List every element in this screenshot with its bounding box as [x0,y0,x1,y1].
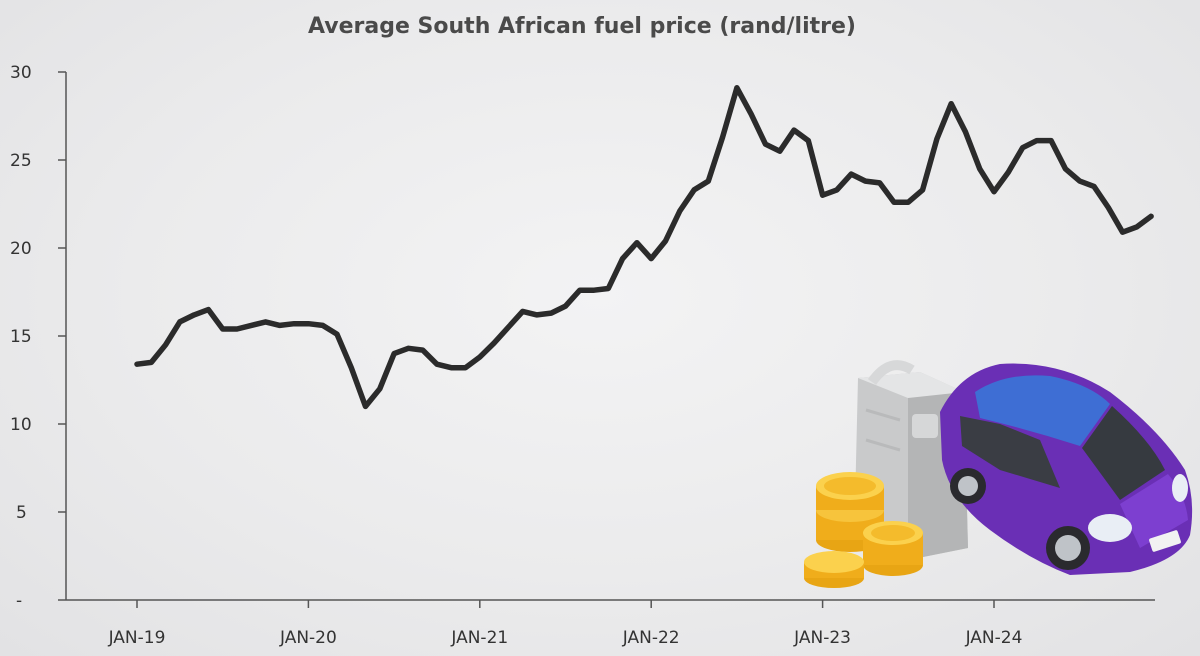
y-tick-label: - [16,591,22,611]
x-tick-label: JAN-21 [450,628,508,648]
fuel-illustration [804,360,1193,588]
x-tick-label: JAN-20 [279,628,337,648]
y-axis-ticks: - 5 10 15 20 25 30 [10,63,66,611]
x-tick-label: JAN-23 [793,628,851,648]
y-tick-label: 10 [10,415,32,435]
y-tick-label: 25 [10,151,32,171]
y-tick-label: 15 [10,327,32,347]
x-tick-label: JAN-19 [108,628,166,648]
chart-title: Average South African fuel price (rand/l… [308,14,856,39]
fuel-price-line [134,85,1154,410]
x-tick-label: JAN-22 [622,628,680,648]
coin-stack-icon [804,472,923,588]
x-tick-label: JAN-24 [965,628,1023,648]
series-group [134,85,1154,410]
car-icon [940,363,1193,575]
y-tick-label: 5 [16,503,27,523]
x-axis-ticks: JAN-19 JAN-20 JAN-21 JAN-22 JAN-23 JAN-24 [108,600,1023,648]
y-tick-label: 20 [10,239,32,259]
y-tick-label: 30 [10,63,32,83]
jerry-can-icon [854,360,968,560]
